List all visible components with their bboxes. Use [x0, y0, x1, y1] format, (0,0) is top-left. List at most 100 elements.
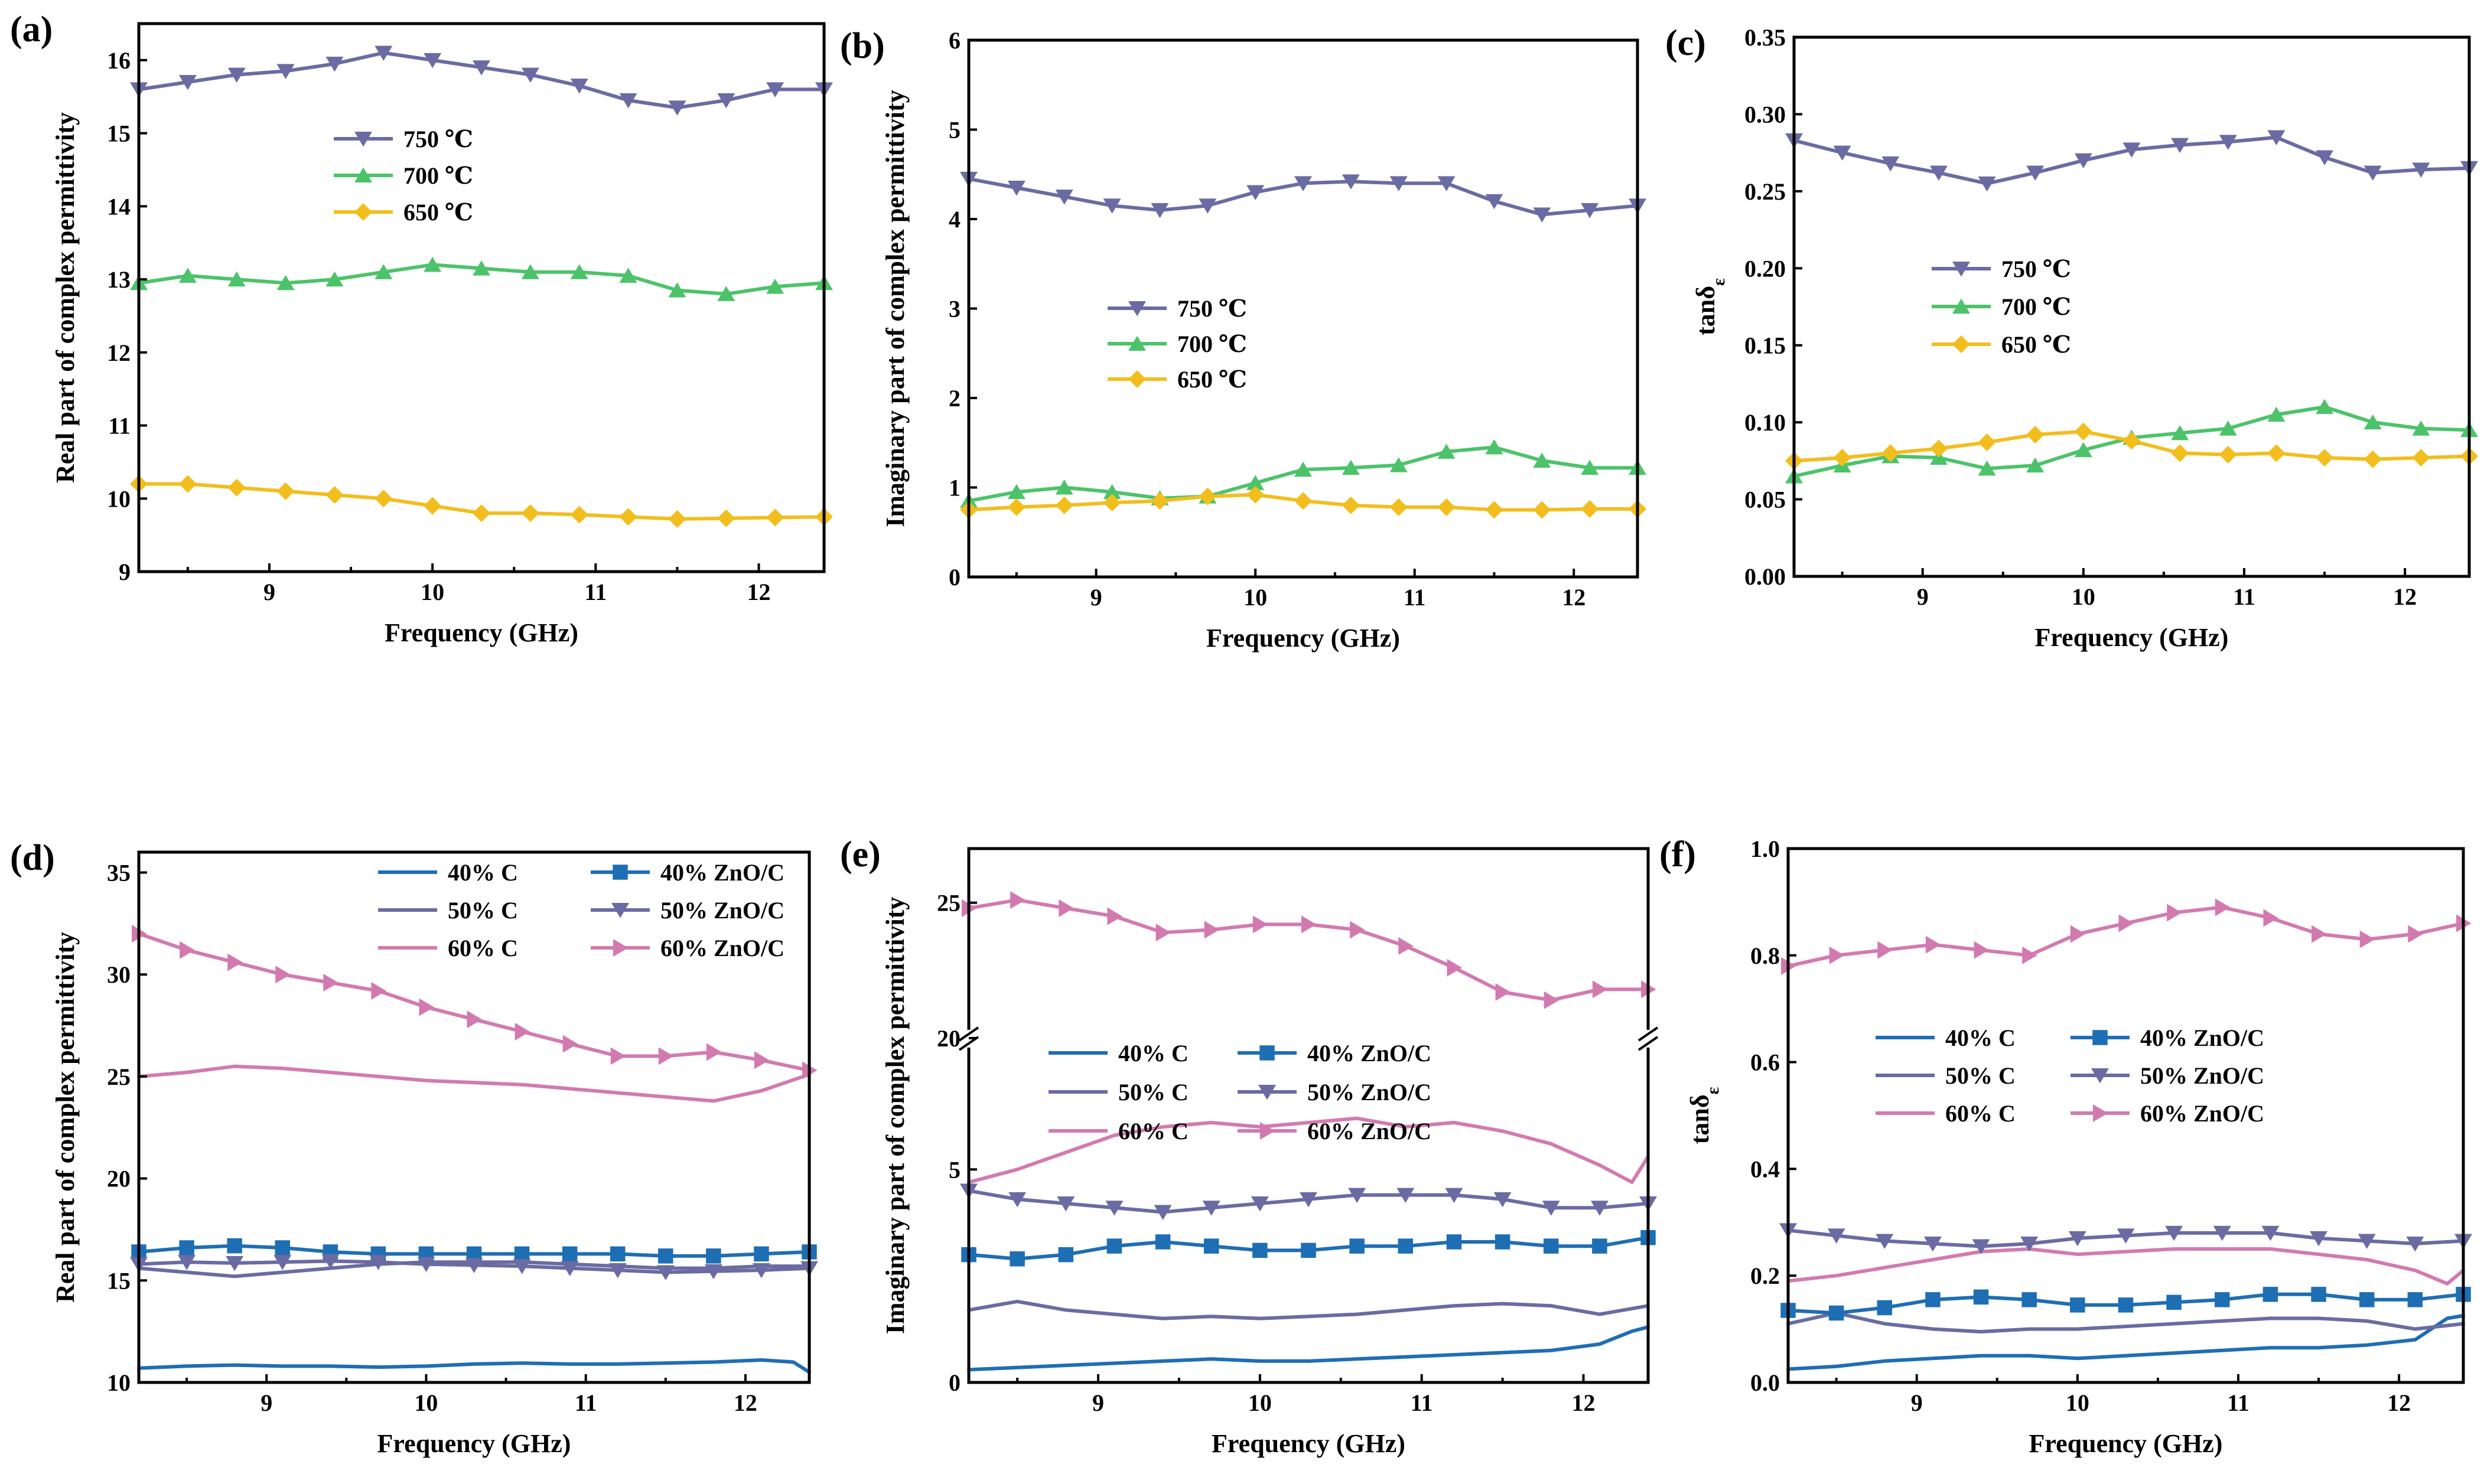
legend-label: 50% C	[448, 897, 518, 924]
data-point	[227, 953, 243, 971]
y-tick-label: 15	[107, 120, 131, 147]
data-point	[1881, 156, 1900, 172]
legend-label: 50% ZnO/C	[660, 897, 784, 924]
data-point	[1829, 946, 1845, 964]
data-point	[1151, 492, 1169, 510]
data-point	[323, 974, 338, 992]
data-point	[2026, 165, 2045, 181]
data-point	[1103, 484, 1121, 500]
legend-item: 40% ZnO/C	[1238, 1040, 1431, 1066]
legend-label: 50% ZnO/C	[2140, 1062, 2264, 1089]
legend-label: 60% ZnO/C	[2140, 1100, 2264, 1127]
data-point	[717, 93, 735, 109]
legend-label: 750 ℃	[403, 126, 473, 152]
data-point	[276, 482, 295, 500]
data-point	[706, 1043, 722, 1061]
legend-item: 60% C	[1049, 1118, 1189, 1144]
legend-item: 40% ZnO/C	[591, 859, 784, 886]
legend-label: 650 ℃	[2001, 331, 2071, 358]
data-point	[2412, 420, 2430, 436]
data-point	[1495, 1234, 1510, 1250]
data-point	[2267, 444, 2286, 462]
data-point	[1485, 439, 1503, 455]
legend-item: 650 ℃	[1932, 331, 2071, 358]
data-point	[1154, 1205, 1172, 1220]
y-tick-label: 0.2	[1750, 1263, 1780, 1289]
legend-label: 60% ZnO/C	[1307, 1118, 1431, 1144]
legend-marker	[1260, 1122, 1275, 1140]
x-axis-label: Frequency (GHz)	[2029, 1429, 2223, 1458]
data-point	[570, 264, 588, 279]
legend-item: 50% ZnO/C	[2070, 1062, 2264, 1089]
legend-marker	[1258, 1085, 1276, 1100]
x-tick-label: 10	[414, 1390, 438, 1416]
series-e-5	[962, 891, 1656, 1009]
data-point	[1151, 203, 1169, 218]
legend-label: 700 ℃	[2001, 293, 2071, 320]
x-tick-label: 12	[1562, 584, 1586, 611]
data-point	[1294, 176, 1312, 191]
y-tick-label: 0.4	[1750, 1156, 1780, 1182]
panel-label: (a)	[10, 9, 53, 50]
data-point	[1581, 203, 1599, 218]
data-point	[1978, 433, 1996, 452]
data-point	[1055, 190, 1073, 205]
data-point	[227, 67, 246, 83]
data-point	[1203, 1238, 1219, 1254]
series-e-4	[960, 1183, 1657, 1220]
data-point	[610, 1047, 626, 1065]
legend-label: 700 ℃	[403, 162, 473, 189]
legend: 40% C 50% C 60% C 40% ZnO/C 50% ZnO/C 60% ZnO…	[1049, 1040, 1431, 1144]
legend-item: 60% C	[378, 935, 518, 961]
series-line	[1786, 1247, 2465, 1286]
y-tick-label: 15	[107, 1267, 131, 1294]
legend-marker	[354, 167, 372, 182]
y-tick-label: 0.20	[1744, 255, 1786, 282]
data-point	[275, 1240, 290, 1255]
data-point	[514, 1246, 530, 1262]
legend-item: 750 ℃	[334, 126, 473, 152]
data-point	[1544, 991, 1560, 1009]
x-tick-label: 10	[2072, 583, 2095, 610]
data-point	[1445, 1188, 1463, 1203]
data-point	[1396, 1188, 1415, 1203]
data-point	[2412, 449, 2430, 467]
data-point	[1007, 498, 1025, 516]
data-point	[1973, 1289, 1989, 1305]
data-point	[1877, 1300, 1893, 1316]
data-point	[2165, 1225, 2183, 1241]
data-point	[2219, 420, 2237, 436]
legend-label: 60% ZnO/C	[660, 935, 784, 961]
data-point	[2406, 1236, 2424, 1252]
legend-marker	[613, 865, 628, 880]
data-point	[521, 264, 539, 279]
data-point	[1294, 461, 1312, 477]
legend-marker	[354, 132, 372, 147]
data-point	[668, 282, 686, 298]
data-point	[1202, 1201, 1220, 1216]
data-point	[1877, 941, 1893, 959]
data-point	[1246, 475, 1265, 490]
data-point	[2171, 444, 2189, 462]
series-e-3	[961, 1229, 1656, 1267]
data-point	[1342, 174, 1360, 190]
x-tick-label: 12	[2387, 1390, 2411, 1416]
plot-frame	[137, 850, 811, 1384]
x-tick-label: 9	[263, 579, 275, 605]
data-point	[610, 1246, 626, 1262]
data-point	[2068, 1231, 2086, 1247]
data-point	[2074, 442, 2092, 458]
data-point	[1485, 501, 1503, 519]
y-tick-label: 0.8	[1750, 942, 1780, 969]
data-point	[2316, 150, 2334, 165]
data-point	[570, 505, 588, 524]
y-tick-label: 13	[107, 266, 131, 293]
legend-marker	[354, 203, 372, 221]
legend: 750 ℃ 700 ℃ 650 ℃	[1932, 256, 2071, 358]
y-tick-label: 2	[949, 385, 961, 412]
series-b-2	[960, 485, 1646, 519]
data-point	[1008, 1192, 1027, 1208]
data-point	[717, 286, 735, 301]
data-point	[1055, 480, 1073, 495]
legend-label: 60% C	[1945, 1100, 2016, 1127]
